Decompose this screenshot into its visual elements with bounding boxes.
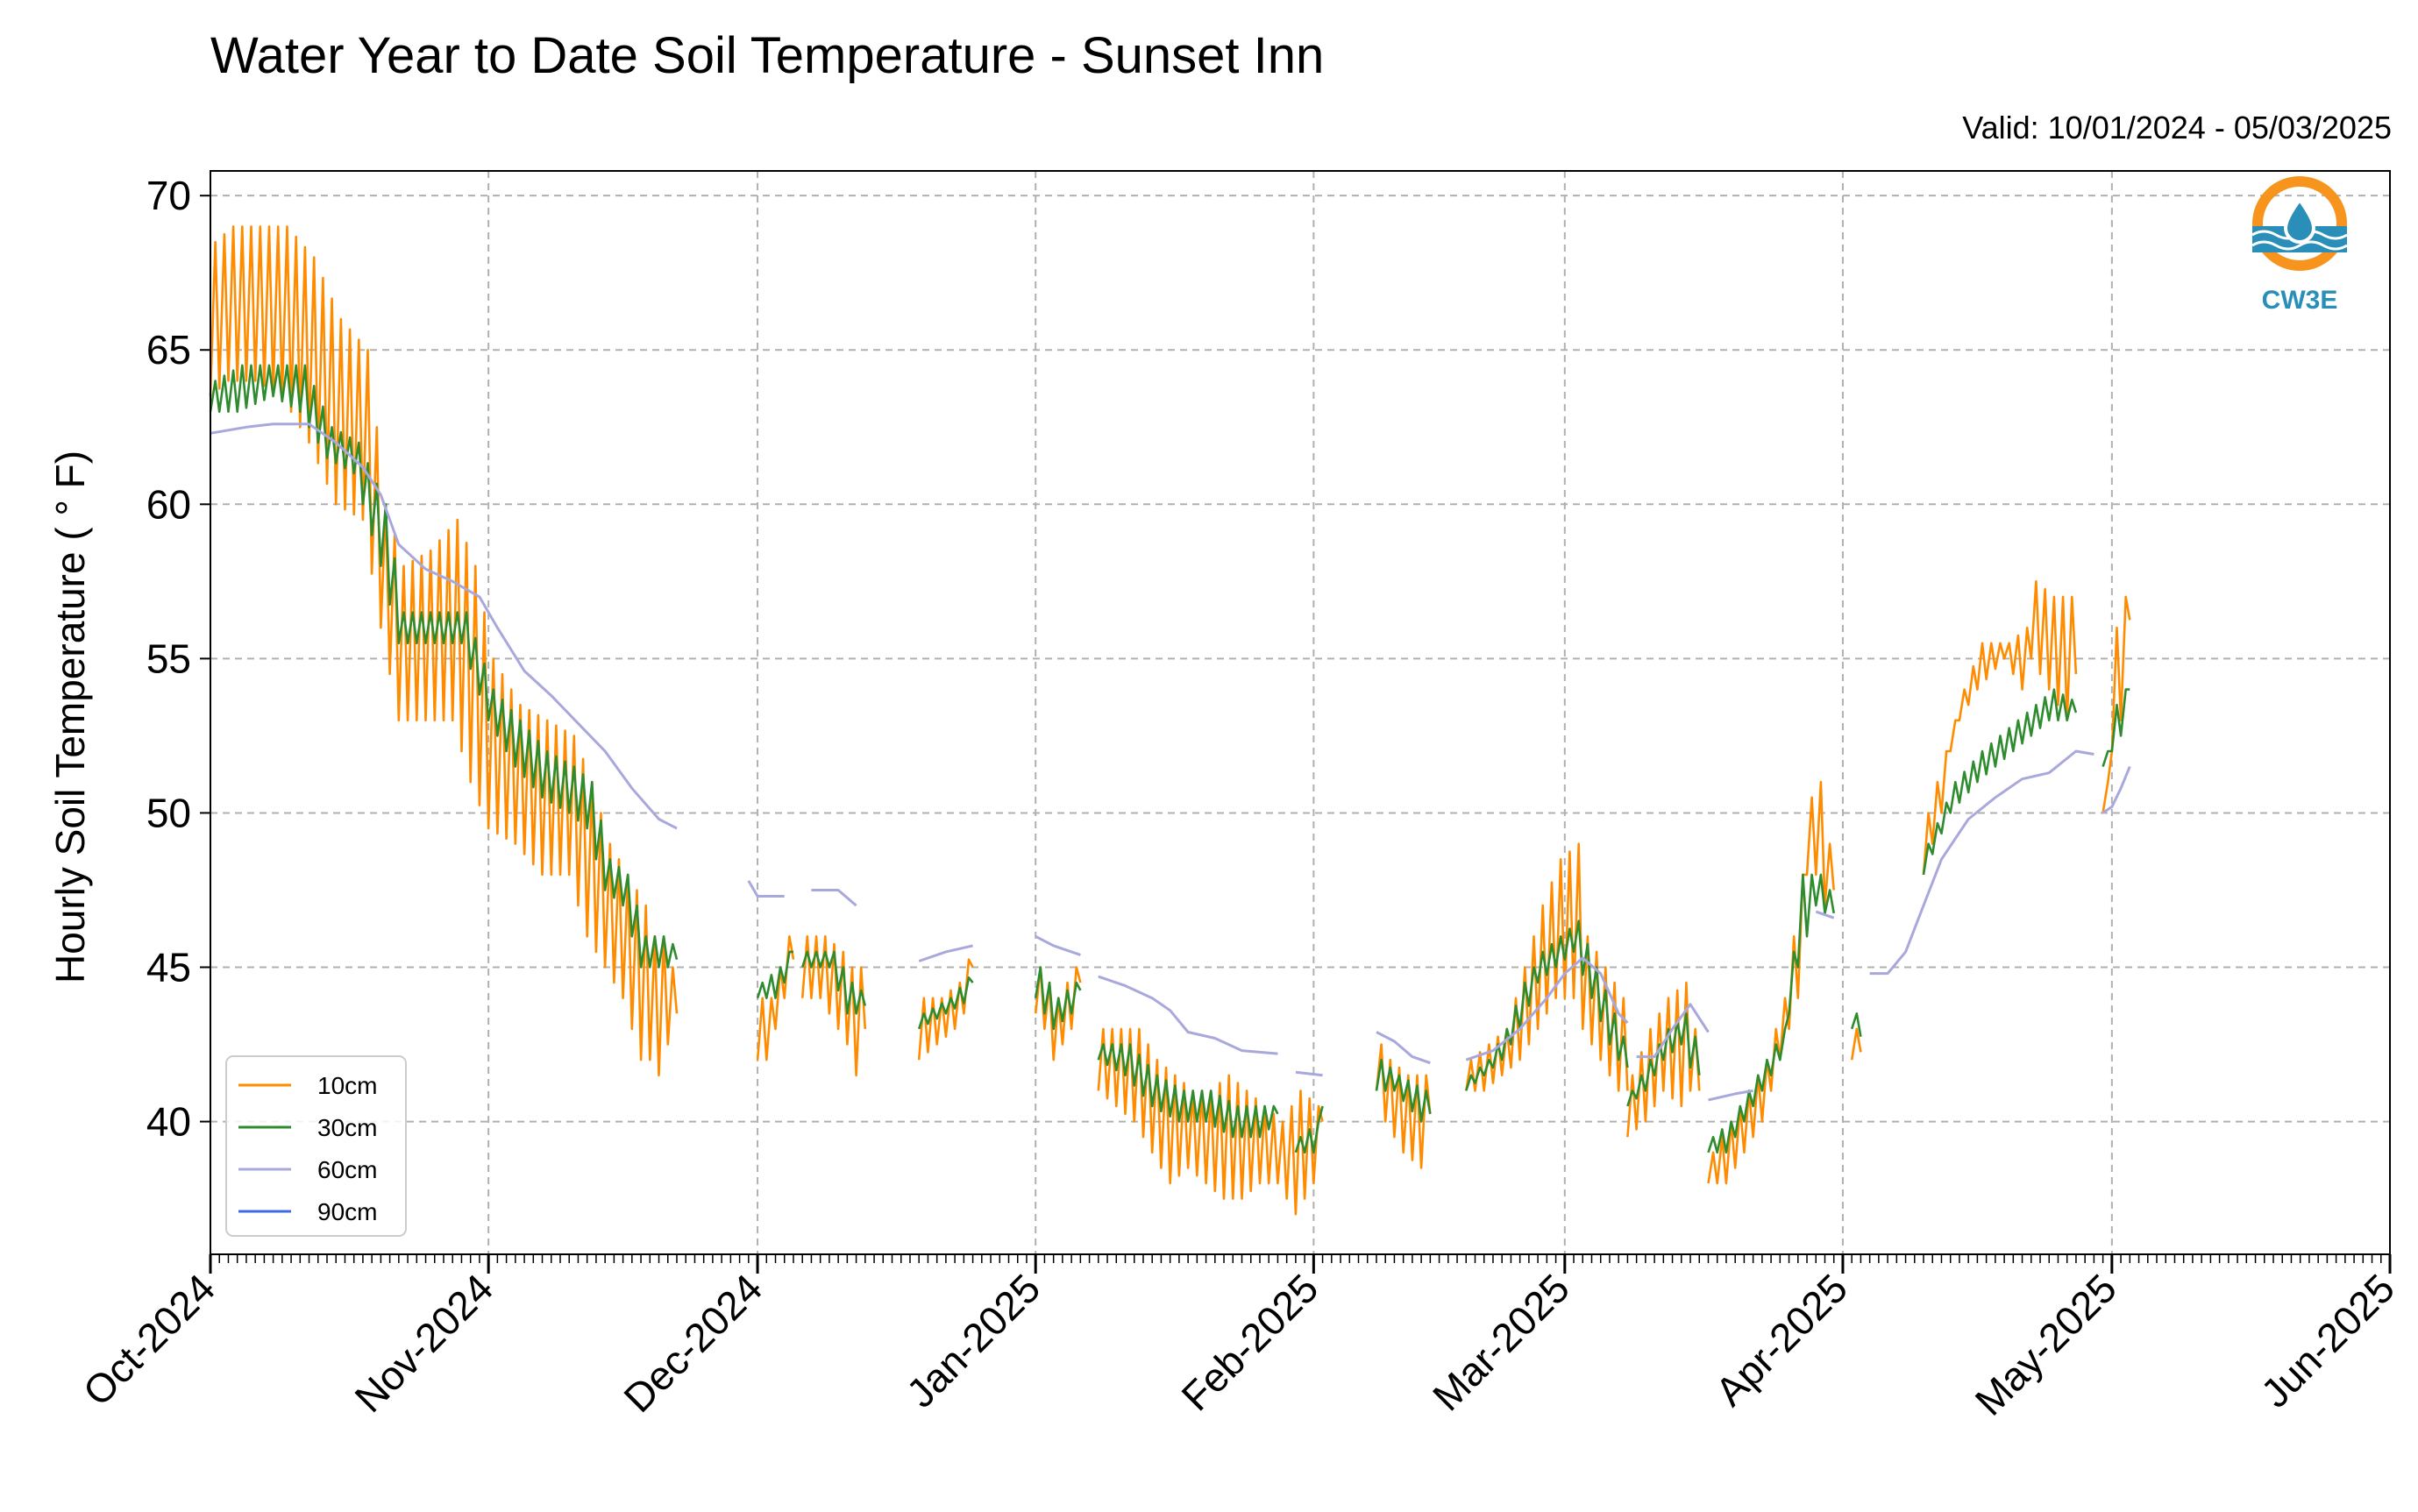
y-tick-label: 50 (146, 790, 191, 835)
series-segment-30cm (1465, 919, 1629, 1091)
series-segment-60cm (1376, 1031, 1431, 1065)
series-segment-60cm (1035, 934, 1081, 956)
series-60cm (210, 422, 2131, 1102)
series-segment-30cm (1850, 1012, 1862, 1037)
series-segment-30cm (209, 364, 679, 969)
series-segment-30cm (1034, 966, 1082, 1031)
chart-title: Water Year to Date Soil Temperature - Su… (210, 27, 1325, 84)
series-segment-10cm (2102, 595, 2131, 813)
y-tick-label: 65 (146, 327, 191, 373)
series-segment-60cm (918, 944, 973, 962)
y-tick-label: 45 (146, 945, 191, 990)
x-tick-label: Dec-2024 (615, 1265, 771, 1421)
y-axis-label: Hourly Soil Temperature ( ° F) (47, 451, 93, 983)
x-tick-label: May-2025 (1966, 1265, 2125, 1423)
legend-frame (225, 1055, 407, 1237)
series-segment-60cm (1098, 975, 1278, 1055)
series-segment-10cm (800, 935, 867, 1077)
series-segment-30cm (1097, 1043, 1279, 1139)
legend-label-30cm: 30cm (317, 1114, 377, 1141)
x-tick-label: Mar-2025 (1424, 1265, 1578, 1419)
series-segment-60cm (1465, 956, 1629, 1061)
series-segment-60cm (747, 880, 785, 898)
series-segment-30cm (2102, 688, 2130, 768)
y-tick-label: 40 (146, 1099, 191, 1145)
series-segment-60cm (1636, 1003, 1710, 1059)
y-tick-label: 60 (146, 481, 191, 527)
x-tick-label: Jun-2025 (2252, 1265, 2403, 1416)
series-segment-10cm (917, 958, 974, 1061)
x-tick-label: Oct-2024 (75, 1265, 224, 1415)
logo-wave-2 (2251, 240, 2348, 251)
x-tick-label: Apr-2025 (1706, 1265, 1856, 1415)
series-segment-60cm (210, 422, 678, 830)
cw3e-logo: CW3E (2251, 176, 2348, 315)
x-tick-label: Feb-2025 (1172, 1265, 1326, 1419)
series-segment-60cm (1815, 910, 1835, 919)
series-segment-60cm (1708, 1089, 1753, 1102)
series-segment-30cm (1294, 1105, 1324, 1154)
series-segment-60cm (1869, 749, 2094, 976)
legend-label-10cm: 10cm (317, 1072, 377, 1099)
logo-ring (2252, 176, 2347, 271)
series-10cm (209, 225, 2131, 1216)
series-segment-30cm (800, 950, 867, 1015)
water-drop-icon (2283, 196, 2316, 244)
plot-frame (210, 170, 2391, 1255)
legend: 10cm 30cm 60cm 90cm (225, 1055, 407, 1237)
series-segment-10cm (1707, 780, 1835, 1185)
y-tick-label: 70 (146, 173, 191, 218)
series-30cm (209, 364, 2130, 1154)
axis-ticks: 40 45 50 55 60 65 70 Oct-2024 Nov-2024 Dec-2024 Ja… (75, 173, 2404, 1424)
series-segment-10cm (1375, 1043, 1432, 1169)
y-tick-label: 55 (146, 635, 191, 681)
series-segment-60cm (2102, 766, 2131, 814)
series-segment-60cm (811, 889, 857, 907)
series-lines (209, 225, 2131, 1216)
series-segment-10cm (1922, 580, 2078, 876)
legend-label-60cm: 60cm (317, 1156, 377, 1183)
x-tick-label: Nov-2024 (345, 1265, 501, 1421)
series-segment-30cm (1375, 1058, 1432, 1123)
series-segment-30cm (756, 950, 793, 999)
series-segment-10cm (209, 225, 679, 1077)
series-segment-10cm (1465, 842, 1629, 1092)
valid-date-range: Valid: 10/01/2024 - 05/03/2025 (1962, 110, 2392, 146)
series-segment-30cm (1707, 873, 1835, 1154)
series-segment-60cm (1295, 1070, 1323, 1077)
logo-text: CW3E (2262, 286, 2338, 315)
series-segment-30cm (917, 976, 974, 1030)
series-segment-30cm (1626, 1012, 1701, 1107)
series-segment-30cm (1922, 688, 2078, 876)
x-tick-label: Jan-2025 (898, 1265, 1049, 1416)
series-segment-10cm (1850, 1027, 1862, 1061)
legend-label-90cm: 90cm (317, 1198, 377, 1225)
